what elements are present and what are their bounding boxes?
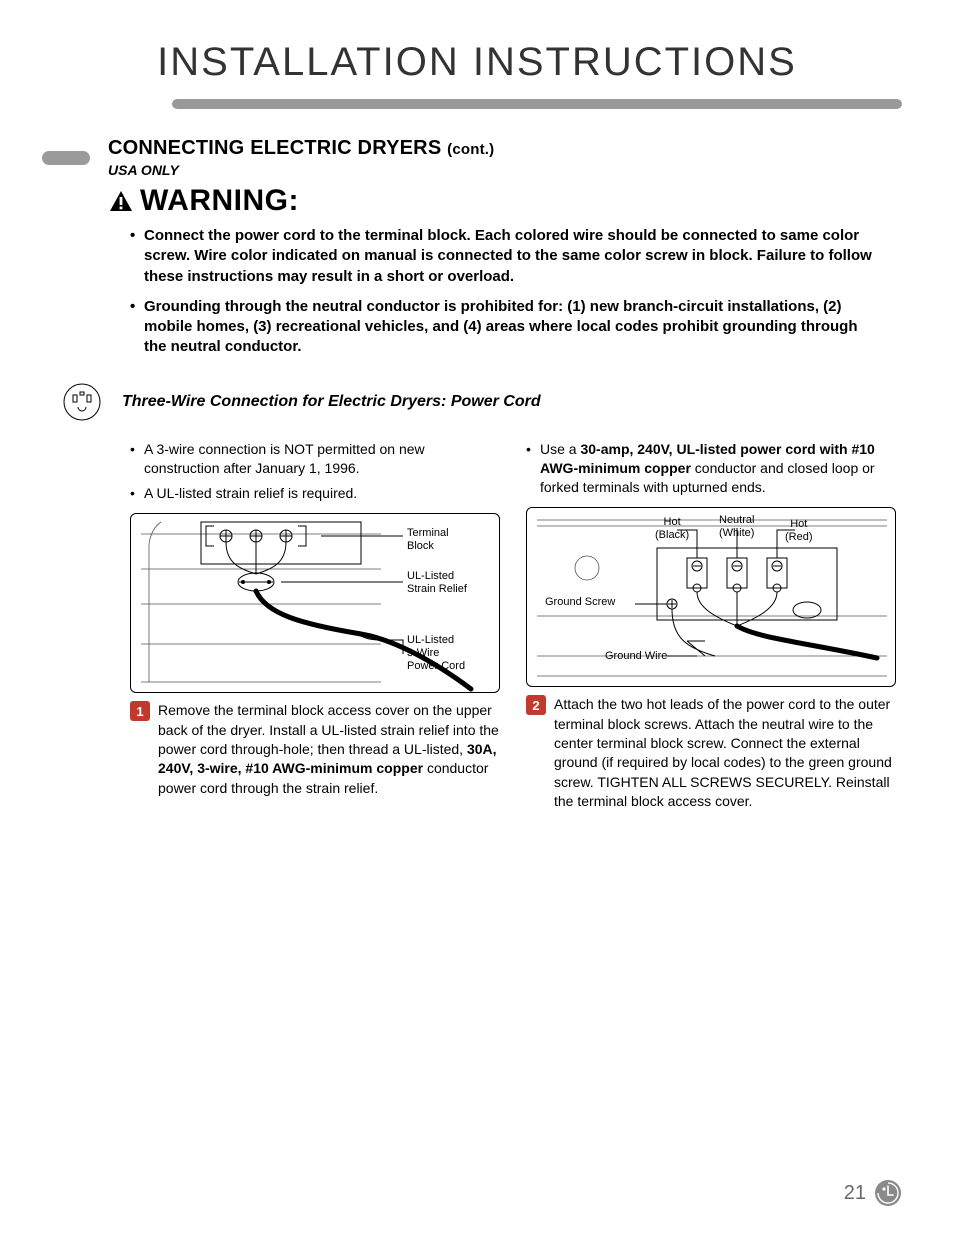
plug-face-icon [62, 382, 102, 422]
section-title-main: CONNECTING ELECTRIC DRYERS [108, 137, 441, 159]
label-neutral-1: Neutral [719, 514, 754, 526]
section-title-cont: (cont.) [447, 141, 494, 158]
label-terminal-block-2: Block [407, 540, 434, 552]
label-hot-black-1: Hot [664, 516, 681, 528]
label-power-cord: UL-Listed 3-Wire Power Cord [407, 634, 465, 672]
subsection-row: Three-Wire Connection for Electric Dryer… [62, 382, 902, 422]
label-hot-black-2: (Black) [655, 529, 689, 541]
two-columns: A 3-wire connection is NOT permitted on … [130, 440, 902, 812]
step-2-text: Attach the two hot leads of the power co… [554, 695, 896, 811]
step-2: 2 Attach the two hot leads of the power … [526, 695, 896, 811]
label-power-cord-1: UL-Listed [407, 634, 454, 646]
column-1: A 3-wire connection is NOT permitted on … [130, 440, 500, 812]
label-hot-red-1: Hot [790, 518, 807, 530]
label-strain-relief: UL-Listed Strain Relief [407, 570, 467, 595]
step-1-text: Remove the terminal block access cover o… [158, 701, 500, 798]
step-1: 1 Remove the terminal block access cover… [130, 701, 500, 798]
label-ground-screw: Ground Screw [545, 596, 615, 609]
page-footer: 21 [844, 1179, 902, 1207]
col1-bullet-1: A 3-wire connection is NOT permitted on … [130, 440, 500, 479]
warning-heading: WARNING: [108, 184, 902, 218]
lg-logo-icon [874, 1179, 902, 1207]
section-tab [42, 151, 90, 165]
section-title: CONNECTING ELECTRIC DRYERS (cont.) [108, 137, 494, 160]
label-hot-red-2: (Red) [785, 531, 813, 543]
diagram-1: Terminal Block UL-Listed Strain Relief U… [130, 513, 500, 693]
warning-label: WARNING: [140, 184, 299, 218]
page-number: 21 [844, 1182, 866, 1205]
section-subtitle: USA ONLY [108, 162, 494, 178]
label-power-cord-3: Power Cord [407, 660, 465, 672]
warning-bullet-2: Grounding through the neutral conductor … [130, 297, 880, 358]
col2-b1a: Use a [540, 441, 580, 457]
label-strain-relief-2: Strain Relief [407, 583, 467, 595]
warning-triangle-icon [108, 189, 134, 213]
section-header: CONNECTING ELECTRIC DRYERS (cont.) USA O… [42, 137, 902, 178]
label-neutral: Neutral(White) [719, 514, 754, 539]
step-1-a: Remove the terminal block access cover o… [158, 702, 499, 757]
label-terminal-block: Terminal Block [407, 527, 449, 552]
warning-bullet-1: Connect the power cord to the terminal b… [130, 226, 880, 287]
col1-bullets: A 3-wire connection is NOT permitted on … [130, 440, 500, 504]
diagram-2: Hot(Black) Neutral(White) Hot(Red) Groun… [526, 507, 896, 687]
label-hot-black: Hot(Black) [655, 516, 689, 541]
page-title: INSTALLATION INSTRUCTIONS [52, 40, 902, 85]
page-root: INSTALLATION INSTRUCTIONS CONNECTING ELE… [0, 0, 954, 1235]
label-hot-red: Hot(Red) [785, 518, 813, 543]
col2-bullet-1: Use a 30-amp, 240V, UL-listed power cord… [526, 440, 896, 498]
label-power-cord-2: 3-Wire [407, 647, 439, 659]
col1-bullet-2: A UL-listed strain relief is required. [130, 484, 500, 503]
label-neutral-2: (White) [719, 527, 754, 539]
warning-bullet-list: Connect the power cord to the terminal b… [130, 226, 880, 358]
step-number-2: 2 [526, 695, 546, 715]
subsection-heading: Three-Wire Connection for Electric Dryer… [122, 393, 541, 411]
title-rule [172, 99, 902, 109]
column-2: Use a 30-amp, 240V, UL-listed power cord… [526, 440, 896, 812]
step-number-1: 1 [130, 701, 150, 721]
label-strain-relief-1: UL-Listed [407, 570, 454, 582]
label-terminal-block-1: Terminal [407, 527, 449, 539]
label-ground-wire: Ground Wire [605, 650, 667, 663]
col2-bullets: Use a 30-amp, 240V, UL-listed power cord… [526, 440, 896, 498]
